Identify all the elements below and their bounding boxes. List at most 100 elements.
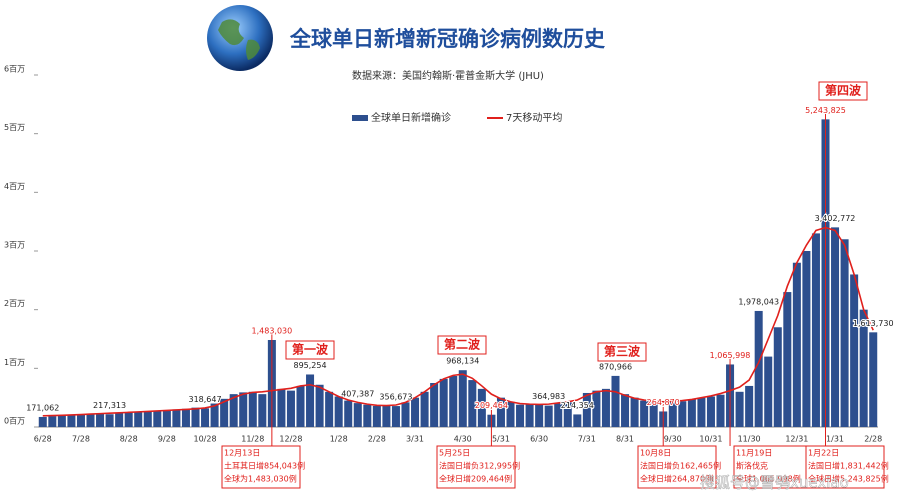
callout-text: 1月22日 bbox=[808, 449, 839, 458]
data-label: 968,134 bbox=[446, 357, 479, 366]
bar bbox=[649, 401, 658, 427]
legend-swatch bbox=[352, 115, 368, 121]
callout-text: 法国日增1,831,442例 bbox=[808, 461, 889, 471]
wave-box bbox=[285, 340, 335, 360]
bar bbox=[544, 405, 553, 427]
bar bbox=[697, 397, 706, 427]
wave-label: 第四波 bbox=[825, 83, 862, 98]
callout-text: 全球日增264,870例 bbox=[640, 474, 713, 484]
bar bbox=[554, 403, 563, 427]
bar bbox=[668, 401, 677, 427]
bar bbox=[831, 227, 840, 427]
data-label: 209,464 bbox=[475, 401, 508, 410]
bar bbox=[859, 309, 868, 427]
x-tick-label: 7/28 bbox=[72, 435, 90, 444]
x-tick-label: 2/28 bbox=[368, 435, 386, 444]
bar bbox=[802, 251, 811, 427]
data-label: 171,062 bbox=[26, 403, 59, 412]
bar bbox=[38, 416, 47, 427]
callout-box bbox=[733, 445, 813, 489]
callout-text: 全球1,065,998例 bbox=[736, 474, 801, 484]
data-label: 1,065,998 bbox=[710, 351, 751, 360]
bar bbox=[258, 394, 267, 427]
bar bbox=[67, 414, 76, 427]
callout-text: 10月8日 bbox=[640, 449, 671, 458]
callout-text: 全球日增209,464例 bbox=[439, 474, 512, 484]
bar bbox=[506, 401, 515, 427]
x-tick-label: 9/30 bbox=[664, 435, 682, 444]
legend-label: 7天移动平均 bbox=[506, 111, 562, 124]
bar bbox=[306, 374, 315, 427]
wave-box bbox=[818, 81, 868, 101]
bar bbox=[573, 414, 582, 427]
legend-label: 全球单日新增确诊 bbox=[371, 111, 451, 124]
x-tick-label: 5/31 bbox=[492, 435, 510, 444]
wave-label: 第一波 bbox=[292, 342, 329, 357]
bar bbox=[86, 413, 95, 427]
data-label: 3,402,772 bbox=[815, 214, 856, 223]
bar bbox=[277, 388, 286, 427]
bar bbox=[420, 391, 429, 427]
wave-box bbox=[437, 335, 487, 355]
bar bbox=[439, 378, 448, 427]
bar bbox=[687, 399, 696, 427]
x-tick-label: 8/28 bbox=[120, 435, 138, 444]
x-tick-label: 3/31 bbox=[406, 435, 424, 444]
bar bbox=[48, 416, 57, 427]
bar bbox=[134, 411, 143, 427]
chart-subtitle: 数据来源：美国约翰斯·霍普金斯大学 (JHU) bbox=[352, 69, 544, 82]
bar bbox=[401, 402, 410, 427]
bar bbox=[678, 401, 687, 427]
bar bbox=[191, 407, 200, 427]
bar bbox=[96, 413, 105, 427]
data-label: 364,983 bbox=[532, 392, 565, 401]
callout-text: 12月13日 bbox=[224, 449, 260, 458]
y-tick-label: 3百万 bbox=[4, 241, 25, 250]
bar bbox=[181, 408, 190, 427]
bar bbox=[315, 384, 324, 427]
bar bbox=[334, 396, 343, 427]
bar bbox=[745, 385, 754, 427]
x-tick-label: 10/31 bbox=[699, 435, 722, 444]
bar bbox=[754, 310, 763, 427]
x-tick-label: 8/31 bbox=[616, 435, 634, 444]
x-tick-label: 11/30 bbox=[738, 435, 761, 444]
y-tick-label: 4百万 bbox=[4, 182, 25, 191]
callout-text: 斯洛伐克 bbox=[736, 461, 768, 471]
bar bbox=[143, 411, 152, 427]
x-tick-label: 4/30 bbox=[454, 435, 472, 444]
x-tick-label: 9/28 bbox=[158, 435, 176, 444]
data-label: 1,613,730 bbox=[853, 319, 894, 328]
x-tick-label: 6/28 bbox=[34, 435, 52, 444]
bar bbox=[172, 409, 181, 427]
y-tick-label: 6百万 bbox=[4, 65, 25, 74]
bar bbox=[630, 397, 639, 427]
chart-title: 全球单日新增新冠确诊病例数历史 bbox=[289, 27, 606, 51]
data-label: 1,978,043 bbox=[738, 297, 779, 306]
bar bbox=[516, 404, 525, 427]
bar bbox=[391, 406, 400, 427]
bar bbox=[449, 375, 458, 427]
bar bbox=[535, 404, 544, 427]
bar bbox=[296, 385, 305, 427]
callout-text: 5月25日 bbox=[439, 449, 470, 458]
bar bbox=[496, 397, 505, 427]
wave-label: 第二波 bbox=[444, 337, 481, 352]
bar bbox=[372, 405, 381, 427]
bar bbox=[115, 412, 124, 427]
bar bbox=[792, 262, 801, 427]
bar bbox=[229, 394, 238, 427]
x-tick-label: 7/31 bbox=[578, 435, 596, 444]
callout-box bbox=[436, 445, 516, 489]
globe-icon bbox=[207, 5, 273, 71]
bar bbox=[382, 405, 391, 427]
callout-text: 土耳其日增854,043例 bbox=[224, 461, 305, 471]
bar bbox=[411, 397, 420, 427]
bar bbox=[468, 380, 477, 427]
bar bbox=[210, 403, 219, 427]
bar bbox=[153, 410, 162, 427]
bar bbox=[621, 394, 630, 427]
bar bbox=[706, 396, 715, 427]
